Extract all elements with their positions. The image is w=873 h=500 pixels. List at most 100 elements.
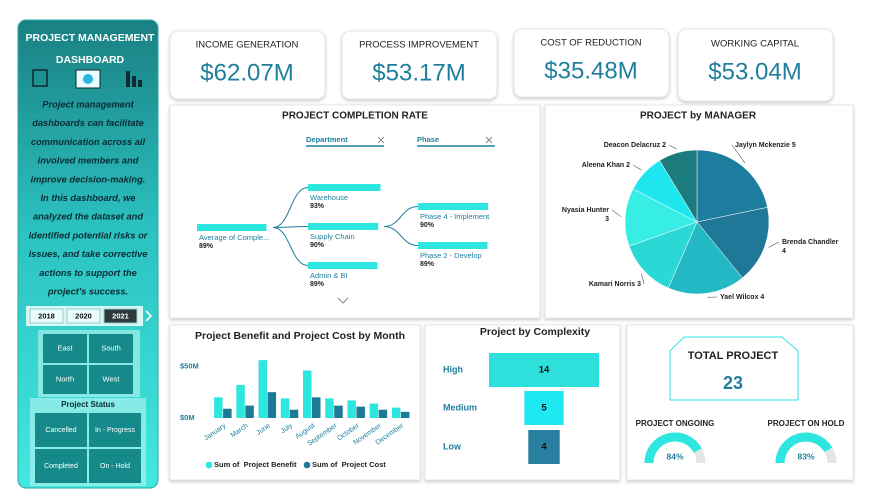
region-button[interactable] [89, 365, 133, 394]
total-label: TOTAL PROJECT [688, 350, 779, 362]
bar[interactable] [303, 370, 312, 418]
pie-slice[interactable] [667, 221, 743, 295]
gauge-title: PROJECT ONGOING [636, 419, 715, 428]
pie-label-value: 2 [662, 142, 666, 149]
filter-label: Department [306, 135, 348, 144]
chart-title: Project by Complexity [480, 326, 590, 338]
tree-bar[interactable] [308, 262, 378, 269]
bar[interactable] [258, 360, 268, 418]
bar[interactable] [223, 408, 232, 418]
node-label: Admin & BI [310, 271, 348, 280]
category-label: High [443, 364, 463, 374]
pie-label-name: Yael Wilcox [720, 294, 759, 301]
bar[interactable] [391, 407, 401, 418]
value-label: 4 [541, 442, 547, 453]
node-value: 89% [310, 281, 325, 288]
bar[interactable] [214, 397, 223, 418]
bar[interactable] [312, 397, 321, 418]
node-label: Phase 4 - Implement [420, 212, 490, 221]
pie-label-value: 3 [605, 216, 609, 223]
tree-bar[interactable] [197, 224, 267, 231]
bar[interactable] [347, 400, 356, 418]
tree-link [272, 227, 309, 266]
node-label: Warehouse [310, 193, 348, 202]
year-button[interactable] [66, 308, 101, 324]
tree-bar[interactable] [418, 242, 488, 249]
funnel-bar[interactable] [489, 353, 599, 387]
slicer-arrow[interactable] [145, 310, 153, 322]
pie-label: Brenda Chandler 4 [782, 239, 839, 255]
leader-line [632, 164, 642, 171]
kpi-label: WORKING CAPITAL [711, 39, 799, 50]
region-button[interactable] [43, 365, 87, 394]
funnel-bar[interactable] [524, 391, 564, 425]
tree-bar[interactable] [308, 223, 379, 230]
bar[interactable] [280, 398, 290, 418]
bar[interactable] [400, 411, 410, 418]
description: involved members and [38, 156, 139, 166]
status-button[interactable] [89, 449, 141, 483]
year-button[interactable] [103, 308, 138, 324]
pie-label: Deacon Delacruz 2 [604, 142, 666, 149]
bar[interactable] [245, 405, 254, 418]
funnel-bar[interactable] [528, 430, 560, 464]
leader-line [668, 144, 677, 150]
pie-label-value: 5 [792, 142, 796, 149]
region-button[interactable] [43, 334, 87, 363]
pie-label-value: 4 [782, 248, 786, 255]
bar[interactable] [267, 392, 277, 418]
kpi-label: PROCESS IMPROVEMENT [359, 40, 479, 51]
category-label: Medium [443, 402, 477, 412]
pie-slice[interactable] [659, 149, 698, 223]
icon [132, 76, 136, 87]
filter-label: Phase [417, 135, 439, 144]
bar[interactable] [236, 384, 245, 418]
bar[interactable] [369, 403, 379, 418]
node-label: Phase 2 - Develop [420, 251, 482, 260]
gauge-value[interactable] [644, 432, 702, 464]
panel [169, 324, 421, 481]
pie-label-value: 4 [760, 294, 764, 301]
sidebar-title: PROJECT MANAGEMENT [26, 32, 156, 44]
year-label: 2018 [38, 311, 55, 320]
region-button[interactable] [89, 334, 133, 363]
kpi-card [513, 28, 670, 98]
tree-bar[interactable] [418, 203, 489, 210]
filter-clear[interactable] [377, 136, 493, 144]
kpi-card [341, 30, 498, 100]
node-label: Average of Comple... [199, 233, 269, 242]
region-label: North [56, 374, 74, 383]
kpi-label: INCOME GENERATION [196, 40, 299, 51]
pie-slice[interactable] [628, 221, 698, 289]
status-button[interactable] [35, 449, 87, 483]
panel [424, 324, 621, 481]
sidebar-title: DASHBOARD [56, 54, 125, 66]
bar[interactable] [378, 409, 388, 418]
status-label: Completed [44, 463, 78, 470]
year-button[interactable] [29, 308, 64, 324]
pie-slice[interactable] [696, 149, 768, 223]
pie-slice[interactable] [624, 188, 698, 247]
leader-line [731, 144, 746, 164]
panels [169, 28, 854, 481]
description: dashboards can facilitate [32, 118, 144, 128]
year-label: 2020 [75, 311, 92, 320]
node-value: 90% [420, 222, 435, 229]
pie-label-value: 3 [637, 281, 641, 288]
bar[interactable] [334, 405, 343, 418]
tree-link [383, 226, 419, 246]
status-button[interactable] [35, 413, 87, 447]
bar[interactable] [289, 409, 299, 418]
gauge-value[interactable] [775, 432, 833, 464]
pie-label-name: Kamari Norris [589, 281, 635, 288]
status-button[interactable] [89, 413, 141, 447]
icon [126, 71, 130, 87]
pie-label-value: 2 [626, 162, 630, 169]
bar[interactable] [325, 398, 334, 418]
pie-slice[interactable] [696, 207, 770, 279]
bar[interactable] [356, 406, 365, 418]
expand-chevron[interactable] [337, 297, 349, 304]
tree-bar[interactable] [308, 184, 381, 191]
